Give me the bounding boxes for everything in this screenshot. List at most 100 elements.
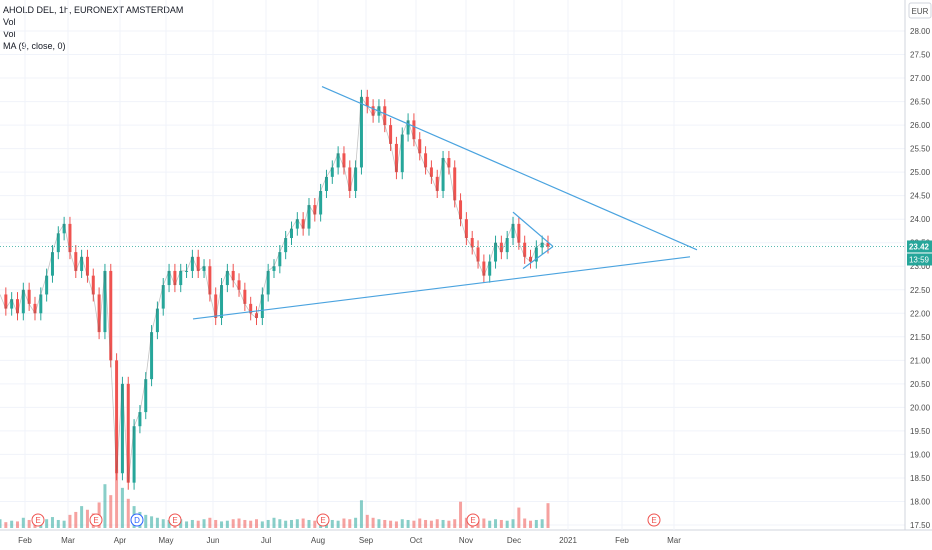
price-tick-label: 23.00 <box>910 262 931 271</box>
legend-vol-1: Vol <box>3 17 16 27</box>
price-candle <box>4 294 8 309</box>
price-candle <box>307 205 311 229</box>
marker-letter: E <box>651 516 656 525</box>
price-candle <box>278 252 282 267</box>
marker-circle <box>316 513 330 527</box>
price-candle <box>85 256 89 276</box>
trendline-small-lower[interactable] <box>522 245 554 270</box>
price-candle <box>523 242 527 257</box>
price-candle <box>482 261 486 276</box>
volume-bar <box>85 509 89 528</box>
price-candle <box>50 252 54 276</box>
price-candle <box>412 120 416 140</box>
volume-bar <box>295 519 299 528</box>
price-candle <box>185 270 189 272</box>
price-candle <box>126 383 130 483</box>
countdown-label: 13:59 <box>909 255 930 264</box>
price-candle <box>80 256 84 271</box>
volume-bar <box>243 519 247 528</box>
volume-bar <box>534 519 538 528</box>
price-candle <box>214 294 218 318</box>
price-tick-label: 25.00 <box>910 168 931 177</box>
earnings-marker[interactable]: E <box>647 513 661 527</box>
last-price-badge: 23.42 13:59 <box>907 240 932 266</box>
price-candle <box>476 247 480 262</box>
volume-bar <box>214 519 218 528</box>
price-candle <box>91 275 95 295</box>
marker-letter: E <box>93 516 98 525</box>
price-candle <box>132 426 136 483</box>
trendline-small-upper[interactable] <box>512 211 554 247</box>
volume-bar <box>371 517 375 528</box>
marker-circle <box>168 513 182 527</box>
volume-bar <box>394 521 398 528</box>
price-candle <box>202 266 206 271</box>
volume-bar <box>499 519 503 528</box>
price-candle <box>354 167 358 191</box>
volume-bar <box>45 519 49 528</box>
volume-bar <box>517 507 521 528</box>
price-candle <box>39 294 43 314</box>
volume-bar <box>453 519 457 528</box>
price-candle <box>435 176 439 191</box>
dividend-marker[interactable]: D <box>130 513 144 527</box>
price-axis[interactable]: 28.00 27.50 27.00 26.50 26.00 25.50 25.00 24.50… <box>910 27 931 530</box>
grid <box>0 0 932 531</box>
price-candle <box>424 153 428 168</box>
volume-bar <box>482 518 486 528</box>
price-candle <box>394 143 398 173</box>
currency-badge[interactable]: EUR <box>908 2 932 19</box>
price-tick-label: 19.50 <box>910 427 931 436</box>
volume-bar <box>120 487 124 528</box>
time-tick-label: Aug <box>311 536 325 545</box>
volume-bar <box>354 517 358 528</box>
volume-bar <box>307 519 311 528</box>
price-candle <box>62 223 66 234</box>
time-tick-label: May <box>158 536 173 545</box>
time-tick-label: Oct <box>410 536 423 545</box>
volume-bar <box>365 514 369 528</box>
time-tick-label: Sep <box>359 536 374 545</box>
trendline-upper[interactable] <box>321 85 698 251</box>
price-candle <box>103 270 107 333</box>
price-candle <box>540 242 544 248</box>
time-axis[interactable]: Feb Mar Apr May Jun Jul Aug Sep Oct Nov Dec 2021 Feb… <box>18 536 681 545</box>
price-candle <box>429 167 433 177</box>
volume-bar <box>529 520 533 528</box>
earnings-marker[interactable]: E <box>31 513 45 527</box>
price-tick-label: 26.50 <box>910 98 931 107</box>
price-candle <box>115 360 119 474</box>
price-candle <box>109 270 113 361</box>
time-tick-label: 2021 <box>559 536 577 545</box>
price-candle <box>120 383 124 474</box>
price-tick-label: 21.00 <box>910 356 931 365</box>
price-candle <box>237 280 241 290</box>
volume-bar <box>155 517 159 528</box>
price-candle <box>494 242 498 262</box>
price-candle <box>289 228 293 239</box>
currency-label: EUR <box>912 7 929 16</box>
earnings-marker[interactable]: E <box>466 513 480 527</box>
trendline-lower[interactable] <box>192 256 691 320</box>
price-candle <box>511 223 515 239</box>
price-candle <box>418 139 422 154</box>
price-candle <box>196 256 200 271</box>
volume-bar <box>80 506 84 528</box>
volume-bar <box>185 521 189 528</box>
price-candle <box>272 266 276 271</box>
price-tick-label: 20.50 <box>910 380 931 389</box>
volume-bar <box>511 519 515 528</box>
price-candle <box>453 167 457 201</box>
price-tick-label: 20.00 <box>910 403 931 412</box>
marker-letter: E <box>172 516 177 525</box>
earnings-marker[interactable]: E <box>168 513 182 527</box>
earnings-marker[interactable]: E <box>316 513 330 527</box>
price-candle <box>371 106 375 116</box>
time-tick-label: Jul <box>261 536 271 545</box>
volume-bar <box>220 521 224 528</box>
trendlines[interactable] <box>0 85 905 320</box>
price-tick-label: 22.00 <box>910 309 931 318</box>
earnings-marker[interactable]: E <box>89 513 103 527</box>
